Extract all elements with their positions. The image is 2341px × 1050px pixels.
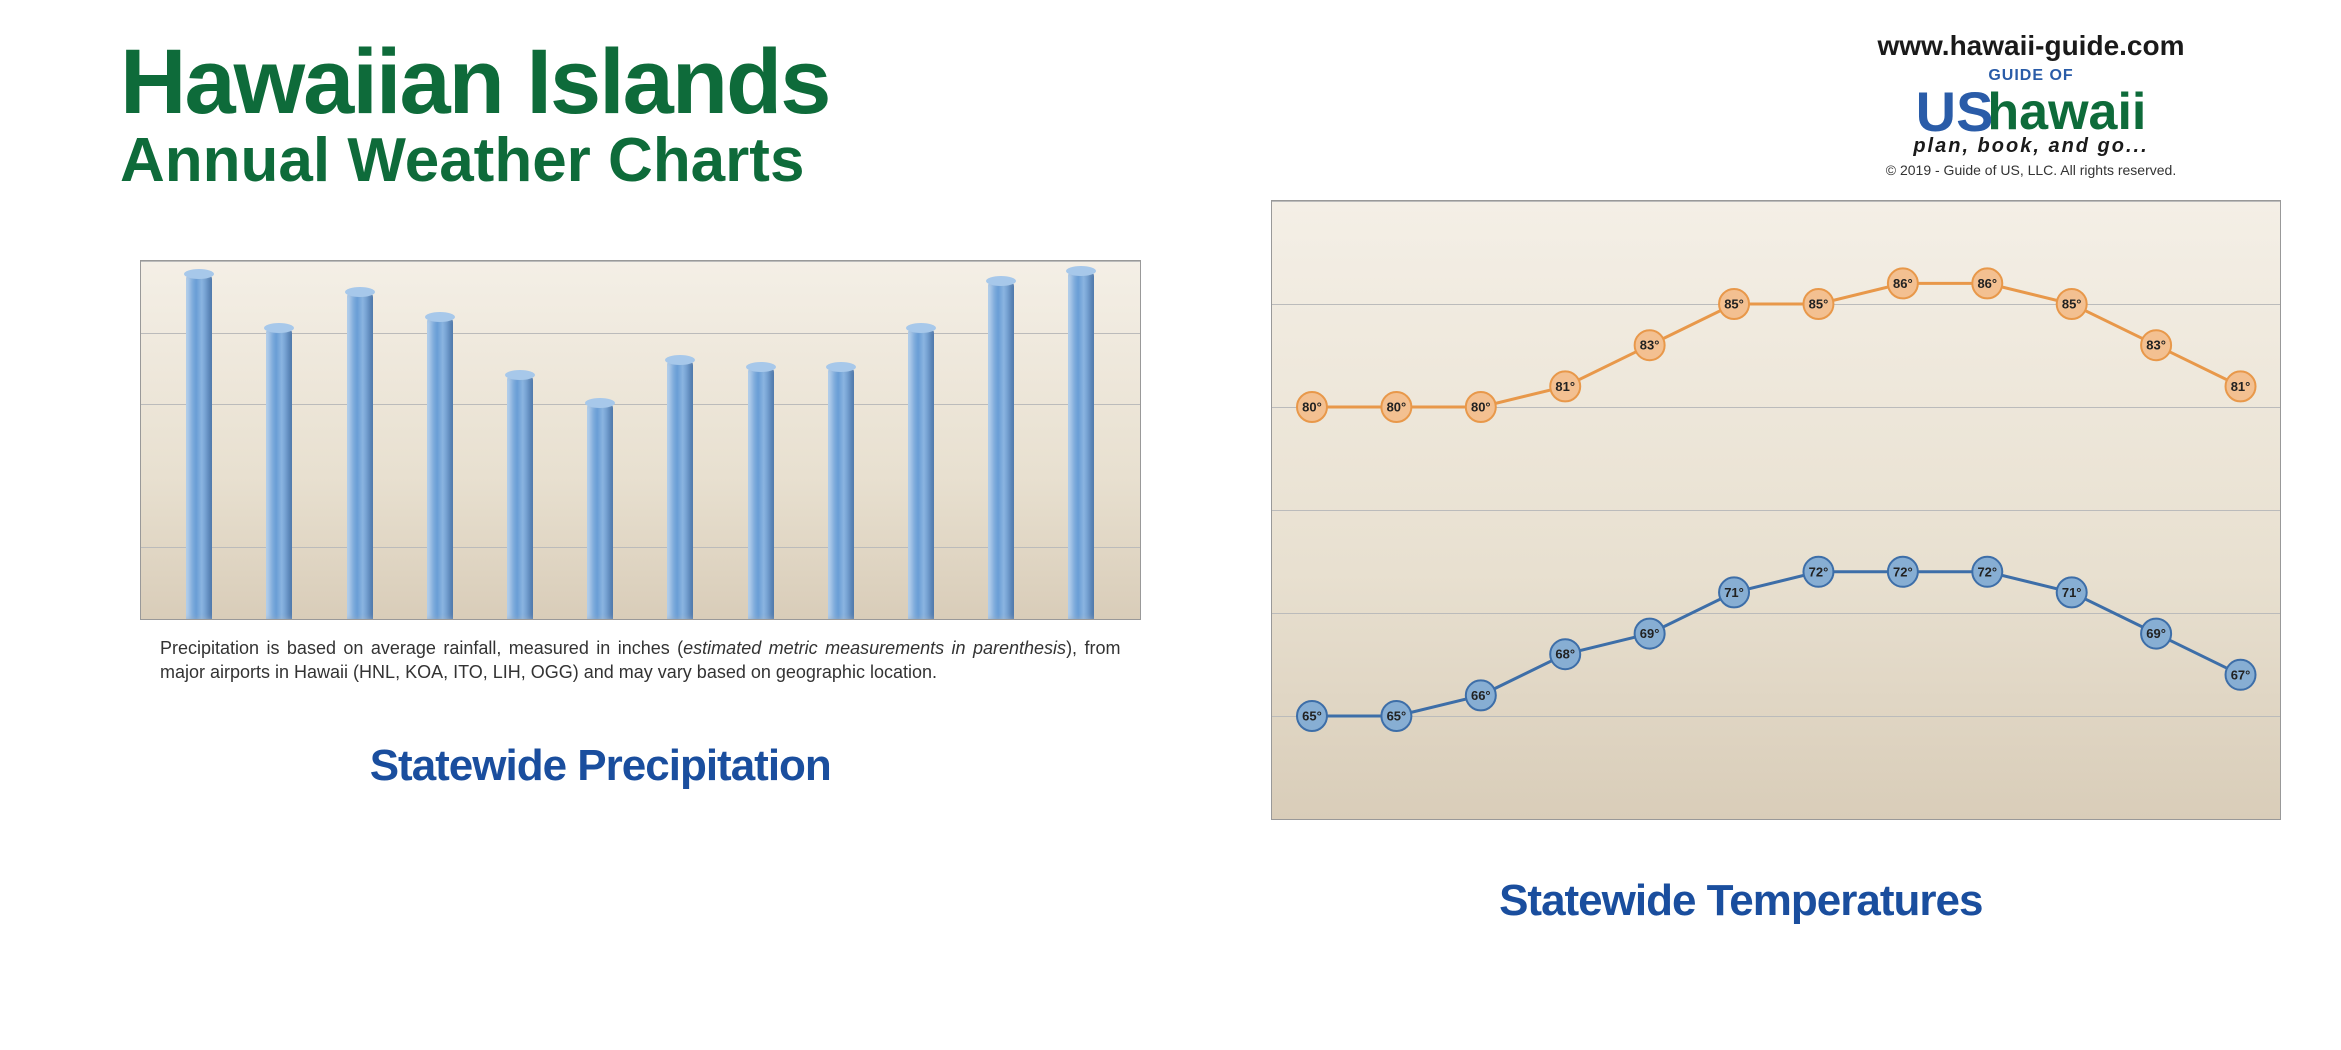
data-label: 83°	[2146, 338, 2166, 353]
data-label: 80°	[1386, 399, 1406, 414]
data-label: 72°	[1808, 564, 1828, 579]
site-url: www.hawaii-guide.com	[1841, 30, 2221, 62]
data-label: 69°	[2146, 626, 2166, 641]
bar-slot: Nov	[961, 282, 1041, 619]
note-text-em: estimated metric measurements in parenth…	[683, 638, 1066, 658]
precipitation-chart: 0"(0 cm)1"(2.5 cm)3"(7.6 cm)4"(10 cm)5"(…	[140, 260, 1141, 620]
bar-top	[505, 370, 535, 380]
data-label: 86°	[1893, 276, 1913, 291]
logo-us: US	[1916, 84, 1994, 140]
bar-top	[345, 287, 375, 297]
data-label: 66°	[1470, 688, 1490, 703]
bar-top	[746, 362, 776, 372]
bar-top	[585, 398, 615, 408]
header-branding: www.hawaii-guide.com GUIDE OF UShawaii p…	[1841, 30, 2221, 178]
data-label: 65°	[1386, 708, 1406, 723]
data-label: 72°	[1893, 564, 1913, 579]
data-label: 69°	[1639, 626, 1659, 641]
data-label: 85°	[1724, 296, 1744, 311]
temperature-caption: Statewide Temperatures	[1201, 876, 2282, 926]
bar-slot: Jun	[560, 404, 640, 619]
logo-guide-of: GUIDE OF	[1841, 68, 2221, 84]
gridline	[141, 619, 1140, 620]
title-line2: Annual Weather Charts	[120, 125, 829, 196]
data-label: 85°	[2061, 296, 2081, 311]
bar	[587, 404, 613, 619]
bar-slot: Apr	[400, 318, 480, 619]
data-label: 71°	[1724, 585, 1744, 600]
bar-top	[184, 269, 214, 279]
bar-slot: Jan	[159, 275, 239, 619]
copyright: © 2019 - Guide of US, LLC. All rights re…	[1841, 162, 2221, 178]
bar-top	[264, 323, 294, 333]
bar-top	[425, 312, 455, 322]
bar-slot: Mar	[319, 293, 399, 619]
bar-top	[826, 362, 856, 372]
page-title: Hawaiian Islands Annual Weather Charts	[120, 30, 829, 196]
bar-top	[665, 355, 695, 365]
bar	[427, 318, 453, 619]
data-label: 71°	[2061, 585, 2081, 600]
series-line	[1311, 283, 2240, 407]
logo-tagline: plan, book, and go...	[1841, 136, 2221, 156]
precipitation-caption: Statewide Precipitation	[60, 741, 1141, 791]
temperature-column: 60°F(15°C)65°F(18°C)70°F(21°C)75°F(24°C)…	[1201, 260, 2282, 926]
bar-slot: Jul	[640, 361, 720, 619]
bar	[748, 368, 774, 619]
series-line	[1311, 572, 2240, 716]
bar	[667, 361, 693, 619]
precipitation-column: 0"(0 cm)1"(2.5 cm)3"(7.6 cm)4"(10 cm)5"(…	[60, 260, 1141, 926]
precipitation-note: Precipitation is based on average rainfa…	[160, 636, 1121, 685]
data-label: 86°	[1977, 276, 1997, 291]
gridline	[1272, 819, 2281, 820]
bar	[828, 368, 854, 619]
bar	[908, 329, 934, 619]
bar	[988, 282, 1014, 619]
bar-top	[906, 323, 936, 333]
bar	[186, 275, 212, 619]
bar-slot: Aug	[720, 368, 800, 619]
bar	[1068, 272, 1094, 619]
bar-slot: Oct	[881, 329, 961, 619]
data-label: 65°	[1302, 708, 1322, 723]
data-label: 72°	[1977, 564, 1997, 579]
temperature-chart: 60°F(15°C)65°F(18°C)70°F(21°C)75°F(24°C)…	[1271, 200, 2282, 820]
data-label: 67°	[2230, 667, 2250, 682]
bar-slot: May	[480, 376, 560, 619]
charts-row: 0"(0 cm)1"(2.5 cm)3"(7.6 cm)4"(10 cm)5"(…	[60, 260, 2281, 926]
bar	[347, 293, 373, 619]
bar-top	[1066, 266, 1096, 276]
data-label: 85°	[1808, 296, 1828, 311]
bar	[266, 329, 292, 619]
data-label: 68°	[1555, 647, 1575, 662]
data-label: 81°	[2230, 379, 2250, 394]
bar-slot: Dec	[1041, 272, 1121, 619]
bars-row: JanFebMarAprMayJunJulAugSepOctNovDec	[141, 261, 1140, 619]
data-label: 81°	[1555, 379, 1575, 394]
note-text-1: Precipitation is based on average rainfa…	[160, 638, 683, 658]
data-label: 80°	[1470, 399, 1490, 414]
bar-slot: Feb	[239, 329, 319, 619]
bar-slot: Sep	[801, 368, 881, 619]
bar-top	[986, 276, 1016, 286]
logo: GUIDE OF UShawaii plan, book, and go...	[1841, 68, 2221, 156]
bar	[507, 376, 533, 619]
data-label: 80°	[1302, 399, 1322, 414]
line-svg: 80°80°80°81°83°85°85°86°86°85°83°81°65°6…	[1272, 201, 2281, 819]
logo-hawaii: hawaii	[1987, 86, 2146, 138]
data-label: 83°	[1639, 338, 1659, 353]
page: Hawaiian Islands Annual Weather Charts w…	[0, 0, 2341, 1050]
title-line1: Hawaiian Islands	[120, 30, 829, 135]
